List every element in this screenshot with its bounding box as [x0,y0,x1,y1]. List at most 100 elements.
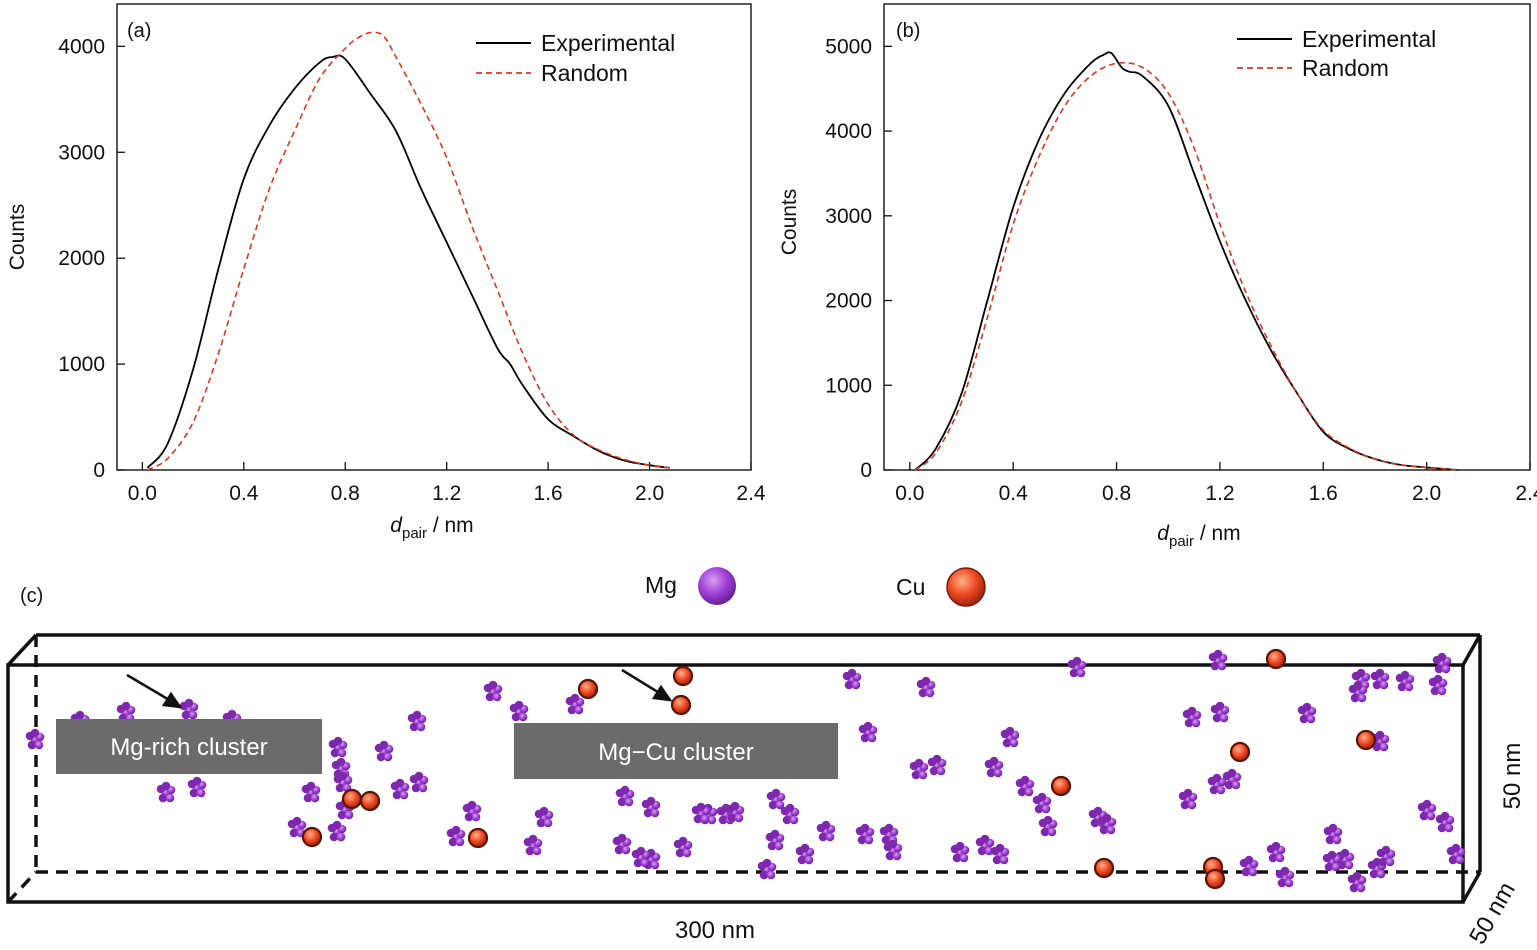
mg-atom [1444,823,1454,833]
cu-atom [467,827,489,849]
mg-atom [700,814,710,824]
chart-b-ytick-label: 2000 [825,290,872,313]
mg-atom [1191,718,1201,728]
mg-atom [888,839,898,849]
chart-b-legend-experimental: Experimental [1302,26,1436,52]
mg-atom [993,768,1003,778]
mg-atom [1422,799,1432,809]
mg-atom [1378,857,1388,867]
mg-atom [1372,857,1382,867]
mg-atom [1216,785,1226,795]
mg-atom [1357,693,1367,703]
mg-atom [532,846,542,856]
mg-atom [189,788,199,798]
mg-atom [306,781,316,791]
mg-atom [707,815,717,825]
mg-atom [797,855,807,865]
mg-atom [918,688,928,698]
mg-atom [936,766,946,776]
mg-atom [332,820,342,830]
mg-atom [730,801,740,811]
mg-atom [1349,883,1359,893]
chart-b-xtick-label: 2.4 [1515,482,1537,505]
mg-atom [1002,738,1012,748]
mg-atom [1437,686,1447,696]
mg-atom [1231,780,1241,790]
mg-rich-label-box [56,719,322,774]
mg-atom [1224,780,1234,790]
box-bottom-right-edge [1461,871,1482,903]
mg-atom [999,855,1009,865]
mg-atom [411,783,421,793]
mg-atom [989,756,999,766]
chart-a-panel-tag: (a) [127,20,151,42]
mg-atom [775,800,785,810]
mg-atom [570,693,580,703]
mg-atom [844,680,854,690]
mg-atom [1024,787,1034,797]
mg-atom [847,668,857,678]
mg-atom [986,768,996,778]
mg-atom [782,815,792,825]
mg-atom [1275,853,1285,863]
mg-atom [955,841,965,851]
mg-atom [329,832,339,842]
cu-atom [1050,775,1072,797]
chart-a-xtick-label: 1.2 [432,482,461,505]
mg-atom [416,722,426,732]
mg-atom [1437,652,1447,662]
mg-atom [161,781,171,791]
mg-atom [617,797,627,807]
mg-atom [1356,883,1366,893]
cu-atom [1093,857,1115,879]
mg-atom [918,770,928,780]
mg-atom [310,793,320,803]
mg-atom [196,788,206,798]
mg-atom [1244,855,1254,865]
mg-atom [727,813,737,823]
mg-atom [1093,806,1103,816]
mg-atom [1419,811,1429,821]
mg-atom [1215,701,1225,711]
chart-b-legend: Experimental Random [1237,26,1436,81]
mg-atom [620,785,630,795]
mg-atom [518,712,528,722]
mg-atom [650,860,660,870]
mg-atom [734,813,744,823]
chart-a-xtick-label: 2.4 [736,482,766,505]
mg-rich-cluster-label: Mg-rich cluster [110,734,267,761]
chart-b-xtick-label: 0.0 [895,482,924,505]
cu-atom [301,826,323,848]
mg-atom [759,870,769,880]
mg-atom [636,846,646,856]
mg-atom [1350,693,1360,703]
mg-atom [1020,775,1030,785]
mg-atom [1302,702,1312,712]
chart-a-frame [116,3,752,471]
mg-atom [1047,827,1057,837]
mg-atom [678,836,688,846]
mg-atom [1375,668,1385,678]
mg-atom [539,806,549,816]
chart-a-ytick-label: 3000 [58,141,105,164]
mg-atom [1241,867,1251,877]
mg-atom [567,705,577,715]
mg-atom [1434,664,1444,674]
box-hidden-corner-edge [6,870,38,904]
mg-atom [884,823,894,833]
chart-b-xlabel-unit: / nm [1194,522,1241,545]
mg-atom [1385,857,1395,867]
chart-a-xlabel-main: d [390,514,403,537]
arrow-mg-cu [621,668,662,696]
mg-atom [766,870,776,880]
mg-atom [1072,656,1082,666]
mg-atom [467,800,477,810]
mg-atom [696,802,706,812]
mg-atom [617,833,627,843]
mg-atom [1451,843,1461,853]
chart-b-series-experimental [914,51,1458,471]
chart-b-series [914,51,1458,471]
chart-b-ytick-label: 1000 [825,374,872,397]
mg-atom [1277,878,1287,888]
mg-atom [492,692,502,702]
